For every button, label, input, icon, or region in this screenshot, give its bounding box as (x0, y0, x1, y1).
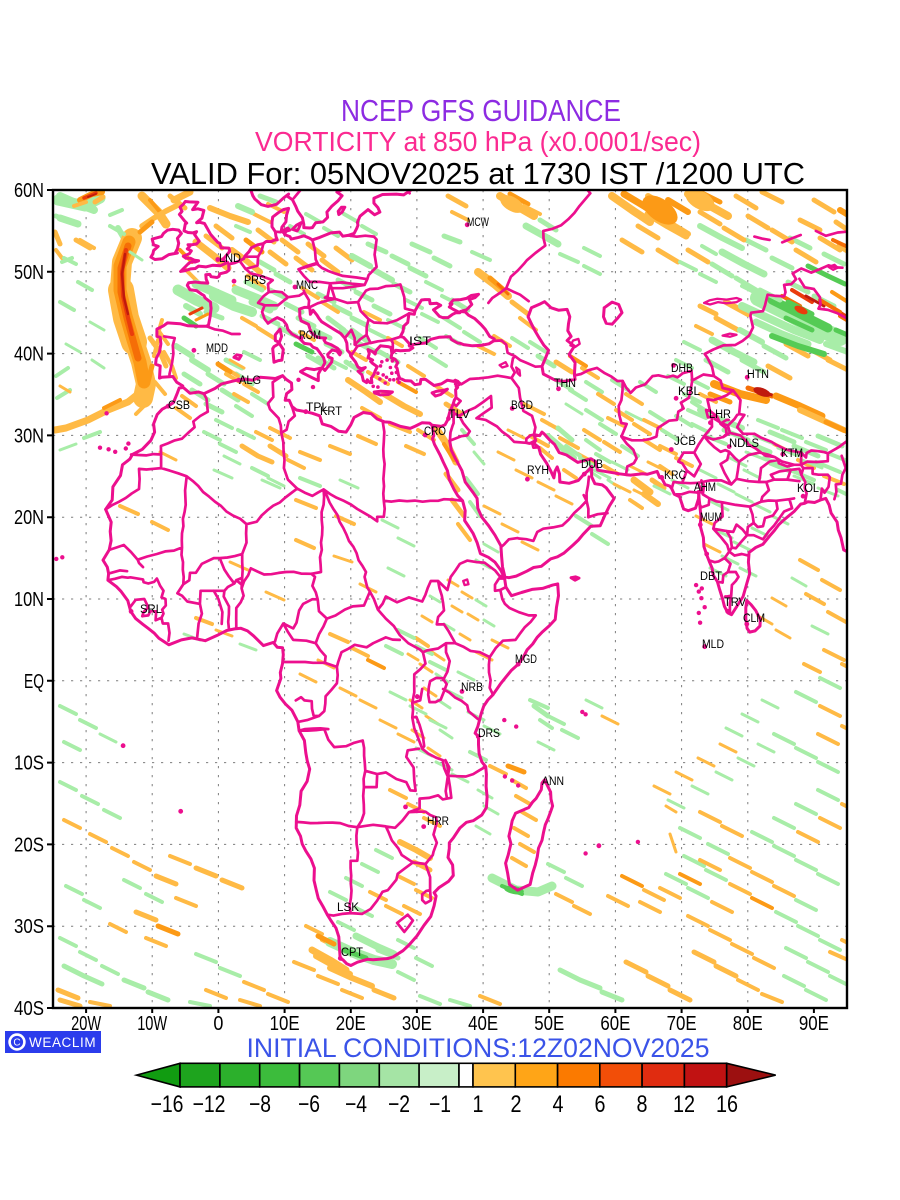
svg-text:MLD: MLD (702, 639, 724, 651)
svg-text:60N: 60N (14, 180, 44, 202)
svg-text:PRS: PRS (244, 275, 266, 287)
svg-text:1: 1 (473, 1091, 484, 1118)
svg-text:BGD: BGD (511, 400, 533, 412)
svg-text:30N: 30N (14, 425, 44, 447)
svg-text:−16: −16 (151, 1091, 184, 1118)
svg-text:−2: −2 (388, 1091, 410, 1118)
svg-text:40E: 40E (468, 1013, 498, 1035)
svg-text:ROM: ROM (299, 330, 321, 342)
svg-text:70E: 70E (667, 1013, 697, 1035)
svg-text:4: 4 (553, 1091, 564, 1118)
svg-text:20W: 20W (71, 1013, 101, 1035)
svg-text:−8: −8 (249, 1091, 271, 1118)
svg-text:30S: 30S (14, 916, 44, 938)
svg-text:CPT: CPT (341, 947, 363, 959)
svg-text:HTN: HTN (747, 369, 769, 381)
svg-text:20S: 20S (14, 834, 44, 856)
svg-text:LHR: LHR (709, 409, 731, 421)
svg-text:−6: −6 (298, 1091, 320, 1118)
svg-text:AHM: AHM (694, 482, 716, 494)
svg-text:80E: 80E (733, 1013, 763, 1035)
svg-text:MNC: MNC (296, 280, 318, 292)
svg-text:CLM: CLM (743, 613, 765, 625)
svg-text:KBL: KBL (678, 386, 701, 398)
svg-text:8: 8 (637, 1091, 648, 1118)
svg-text:MUM: MUM (700, 512, 722, 524)
svg-text:JCB: JCB (674, 436, 696, 448)
svg-text:ALG: ALG (239, 375, 261, 387)
svg-text:KTM: KTM (781, 448, 803, 460)
svg-text:LND: LND (219, 253, 241, 265)
svg-text:50N: 50N (14, 262, 44, 284)
svg-text:SRL: SRL (140, 604, 163, 616)
svg-text:KRC: KRC (664, 470, 686, 482)
svg-text:10W: 10W (137, 1013, 167, 1035)
svg-text:40N: 40N (14, 344, 44, 366)
svg-text:RYH: RYH (527, 465, 549, 477)
svg-text:EQ: EQ (24, 671, 44, 693)
svg-text:C: C (13, 1038, 20, 1049)
svg-text:60E: 60E (600, 1013, 630, 1035)
svg-text:0: 0 (213, 1013, 223, 1035)
svg-text:NDLS: NDLS (729, 438, 759, 450)
svg-text:TLV: TLV (448, 409, 470, 421)
svg-text:20N: 20N (14, 507, 44, 529)
svg-text:12: 12 (673, 1091, 695, 1118)
svg-text:MDD: MDD (206, 343, 228, 355)
svg-text:IST: IST (409, 336, 431, 348)
svg-text:VORTICITY at 850 hPa (x0.0001/: VORTICITY at 850 hPa (x0.0001/sec) (255, 126, 701, 157)
svg-text:MCW: MCW (467, 217, 489, 229)
svg-text:NRB: NRB (461, 682, 483, 694)
svg-text:HRR: HRR (427, 816, 449, 828)
svg-text:DHB: DHB (671, 363, 693, 375)
svg-text:TPL: TPL (306, 402, 329, 414)
svg-text:10S: 10S (14, 753, 44, 775)
svg-text:CRO: CRO (424, 426, 446, 438)
svg-text:MGD: MGD (515, 654, 537, 666)
svg-text:2: 2 (511, 1091, 522, 1118)
svg-text:10E: 10E (270, 1013, 300, 1035)
svg-text:16: 16 (716, 1091, 738, 1118)
svg-text:NCEP GFS GUIDANCE: NCEP GFS GUIDANCE (341, 93, 621, 128)
svg-text:30E: 30E (402, 1013, 432, 1035)
svg-text:THN: THN (554, 378, 576, 390)
svg-text:40S: 40S (14, 998, 44, 1020)
svg-text:−12: −12 (193, 1091, 226, 1118)
svg-text:ANN: ANN (542, 776, 564, 788)
svg-text:50E: 50E (534, 1013, 564, 1035)
svg-text:90E: 90E (799, 1013, 829, 1035)
svg-text:10N: 10N (14, 589, 44, 611)
svg-text:−4: −4 (345, 1091, 367, 1118)
svg-text:20E: 20E (336, 1013, 366, 1035)
svg-text:KOL: KOL (797, 483, 820, 495)
svg-text:VALID For: 05NOV2025 at 1730 I: VALID For: 05NOV2025 at 1730 IST /1200 U… (151, 156, 805, 191)
svg-text:TRV: TRV (724, 597, 746, 609)
svg-text:−1: −1 (429, 1091, 451, 1118)
svg-text:INITIAL CONDITIONS:12Z02NOV202: INITIAL CONDITIONS:12Z02NOV2025 (247, 1033, 710, 1063)
svg-text:DUB: DUB (581, 459, 603, 471)
svg-text:LSK: LSK (337, 902, 359, 914)
svg-text:WEACLIM: WEACLIM (29, 1035, 96, 1050)
svg-text:KRT: KRT (320, 406, 342, 418)
svg-text:DRS: DRS (478, 728, 500, 740)
svg-text:6: 6 (595, 1091, 606, 1118)
svg-text:CSB: CSB (168, 400, 190, 412)
svg-text:DBT: DBT (700, 571, 722, 583)
